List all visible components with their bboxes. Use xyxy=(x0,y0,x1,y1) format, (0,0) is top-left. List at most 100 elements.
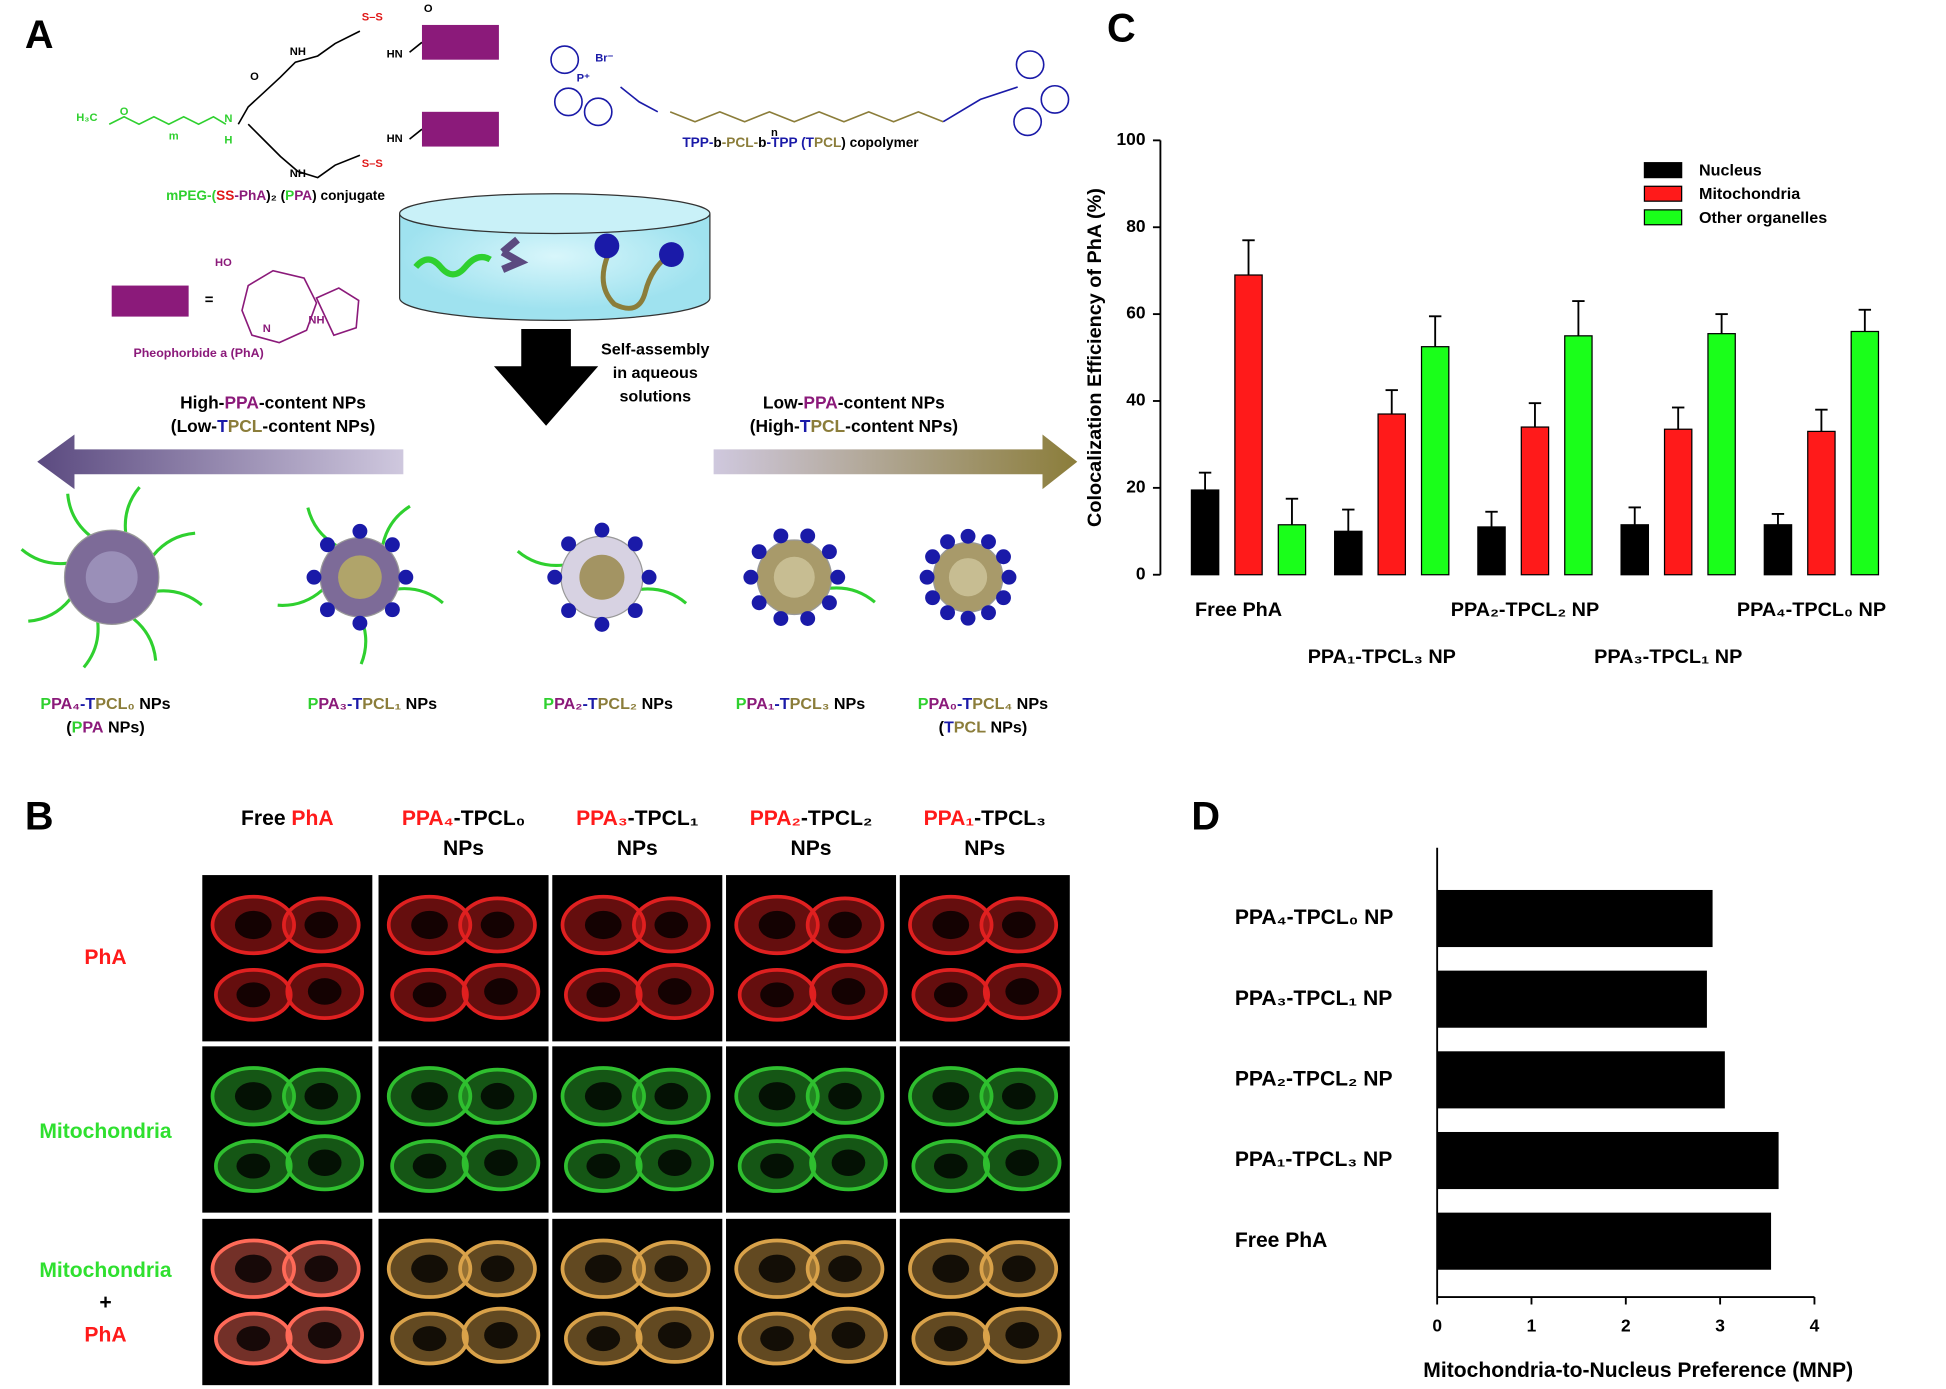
text-segment: -TPP ( xyxy=(766,134,806,149)
high-ppa-label: High-PPA-content NPs xyxy=(180,392,366,412)
text-segment: PCL₁ xyxy=(362,695,401,713)
tpp-group xyxy=(398,569,414,585)
y-tick-label: Free PhA xyxy=(1235,1229,1328,1252)
tpp-group xyxy=(996,549,1011,565)
tpp-group xyxy=(773,611,789,626)
tpp-group xyxy=(384,537,400,553)
text-segment: -content NPs xyxy=(838,392,945,412)
bar xyxy=(1234,274,1263,576)
np-label: PPA₀-TPCL₄ NPs xyxy=(918,695,1048,713)
tpp-group xyxy=(981,534,996,550)
text-segment: P xyxy=(285,188,294,203)
column-header: NPs xyxy=(443,837,484,860)
peg-chain xyxy=(28,598,72,623)
text-segment: -PhA xyxy=(234,188,266,203)
pha-label: Pheophorbide a (PhA) xyxy=(133,346,263,360)
peg-chain xyxy=(829,586,876,604)
assembly-label: Self-assembly xyxy=(601,340,709,358)
atom-label: Br⁻ xyxy=(595,52,613,64)
row-label: Mitochondria xyxy=(39,1120,172,1143)
text-segment: T xyxy=(800,416,811,436)
micrograph xyxy=(899,1218,1070,1386)
text-segment: NPs xyxy=(135,695,171,713)
text-segment: P xyxy=(543,695,554,713)
nucleus xyxy=(411,1254,448,1283)
bar xyxy=(1477,526,1506,576)
panel-label: B xyxy=(25,795,54,839)
text-segment: -TPCL₁ xyxy=(628,807,699,830)
nucleus xyxy=(236,1326,271,1352)
y-tick-label: PPA₃-TPCL₁ NP xyxy=(1235,987,1392,1010)
tpp-group xyxy=(925,590,941,606)
text-segment: NPs xyxy=(1012,695,1048,713)
legend-swatch xyxy=(1643,162,1683,179)
text-segment: b xyxy=(758,134,766,149)
np-label: (PPA NPs) xyxy=(66,719,145,737)
text-segment: PPA₄ xyxy=(402,807,454,830)
micrograph xyxy=(378,1046,549,1213)
nucleus xyxy=(304,911,339,939)
tpp-group xyxy=(940,605,956,621)
nucleus xyxy=(933,982,968,1008)
micrograph xyxy=(899,875,1070,1042)
text-segment: High- xyxy=(180,392,225,412)
arrow xyxy=(37,434,404,490)
nucleus xyxy=(760,1326,794,1352)
np-core xyxy=(773,556,815,598)
pha-block xyxy=(111,285,189,317)
tpp-group xyxy=(627,536,643,552)
conjugate-label: mPEG-(SS-PhA)₂ (PPA) conjugate xyxy=(166,188,385,203)
x-tick-label: Free PhA xyxy=(1195,599,1282,621)
arrow xyxy=(493,329,599,426)
nucleus xyxy=(236,1153,271,1179)
bar xyxy=(1377,413,1407,576)
nucleus xyxy=(932,910,970,940)
np-label: PPA₃-TPCL₁ NPs xyxy=(308,695,437,713)
tpp-group xyxy=(306,569,322,585)
nucleus xyxy=(828,911,862,939)
nucleus xyxy=(831,978,866,1005)
peg-chain xyxy=(132,617,158,661)
micrograph xyxy=(378,1218,549,1386)
tpp-group xyxy=(981,605,996,621)
tpp-group xyxy=(384,602,400,618)
nucleus xyxy=(932,1082,970,1111)
tpp-group xyxy=(996,590,1011,606)
nucleus xyxy=(831,1321,866,1349)
np-core xyxy=(85,551,138,604)
text-segment: PCL xyxy=(954,719,986,737)
y-tick-label: PPA₁-TPCL₃ NP xyxy=(1235,1148,1392,1171)
pha-block xyxy=(421,24,499,60)
dish xyxy=(399,193,711,321)
atom-label: H xyxy=(224,134,232,146)
peg-chain xyxy=(277,588,324,607)
bar xyxy=(1707,333,1736,576)
pha-block xyxy=(421,111,499,147)
bar xyxy=(1663,428,1693,576)
text-segment: PPA xyxy=(224,392,259,412)
x-tick-label: 3 xyxy=(1715,1315,1725,1335)
text-segment: PhA xyxy=(291,807,333,830)
text-segment: PA₃ xyxy=(318,695,347,713)
bar xyxy=(1520,426,1550,576)
text-segment: Free xyxy=(241,807,291,830)
bar xyxy=(1277,524,1307,576)
nucleus xyxy=(654,911,689,939)
text-segment: -T xyxy=(774,695,789,713)
nucleus xyxy=(480,911,515,939)
assembly-label: solutions xyxy=(619,388,691,406)
text-segment: )₂ ( xyxy=(266,188,285,203)
text-segment: ) copolymer xyxy=(841,134,919,149)
text-segment: -T xyxy=(80,695,95,713)
nucleus xyxy=(411,910,448,940)
np-label: PPA₄-TPCL₀ NPs xyxy=(40,695,170,713)
tpp-group xyxy=(1001,569,1017,585)
x-tick-label: 1 xyxy=(1527,1315,1537,1335)
text-segment: NPs xyxy=(964,837,1005,860)
micrograph xyxy=(552,875,723,1042)
tpp-group xyxy=(352,615,368,631)
bar xyxy=(1437,1212,1772,1270)
panel-label: C xyxy=(1107,7,1136,51)
text-segment: PA₀ xyxy=(929,695,957,713)
tpp-group xyxy=(319,602,335,618)
